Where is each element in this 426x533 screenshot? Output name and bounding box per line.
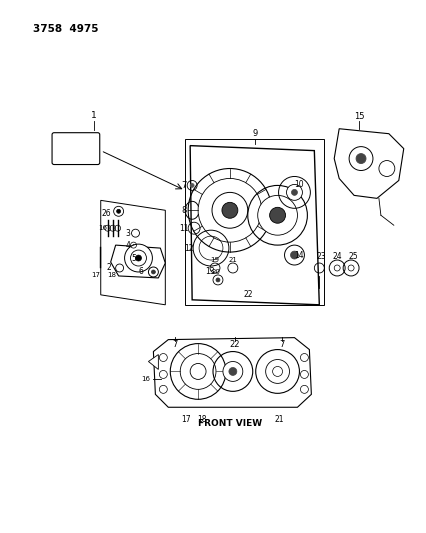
Circle shape: [286, 184, 302, 200]
Circle shape: [291, 189, 297, 196]
Circle shape: [272, 367, 282, 376]
Text: 7: 7: [181, 181, 187, 190]
Text: 4: 4: [126, 240, 131, 249]
Text: 11: 11: [179, 224, 188, 233]
Circle shape: [222, 361, 242, 382]
Circle shape: [212, 192, 247, 228]
Text: 17: 17: [181, 415, 190, 424]
Text: 21: 21: [228, 257, 237, 263]
Text: 12: 12: [184, 244, 193, 253]
Circle shape: [190, 364, 206, 379]
Text: 16: 16: [141, 376, 150, 382]
Circle shape: [66, 139, 86, 158]
Circle shape: [151, 270, 155, 274]
Text: 26: 26: [102, 209, 111, 218]
Circle shape: [269, 207, 285, 223]
Circle shape: [334, 265, 340, 271]
Text: 5: 5: [131, 254, 135, 263]
Text: 16: 16: [98, 225, 107, 231]
Text: 25: 25: [348, 252, 357, 261]
Text: 2: 2: [106, 263, 111, 272]
Text: 14: 14: [294, 251, 304, 260]
Text: 22: 22: [242, 290, 252, 300]
Text: 24: 24: [331, 252, 341, 261]
Text: 15: 15: [353, 112, 363, 122]
Circle shape: [228, 367, 236, 375]
Circle shape: [347, 265, 353, 271]
Polygon shape: [153, 337, 311, 407]
Circle shape: [355, 154, 365, 164]
Text: 18: 18: [197, 415, 206, 424]
Text: FRONT VIEW: FRONT VIEW: [197, 419, 261, 427]
FancyBboxPatch shape: [52, 133, 100, 165]
Circle shape: [216, 278, 219, 282]
Text: 9: 9: [251, 129, 257, 138]
Text: 19: 19: [210, 257, 219, 263]
Text: 7: 7: [278, 340, 284, 349]
Text: 3: 3: [125, 229, 130, 238]
Text: 13: 13: [205, 268, 214, 277]
Text: 22: 22: [229, 340, 239, 349]
Circle shape: [257, 196, 297, 235]
Polygon shape: [148, 354, 158, 369]
Circle shape: [124, 244, 152, 272]
Text: 18: 18: [107, 272, 116, 278]
Circle shape: [71, 144, 81, 154]
Circle shape: [190, 183, 194, 188]
Polygon shape: [190, 146, 319, 305]
Text: 1: 1: [91, 111, 96, 120]
Polygon shape: [110, 245, 165, 278]
Polygon shape: [334, 129, 403, 198]
Circle shape: [130, 250, 146, 266]
Circle shape: [290, 251, 298, 259]
Text: 23: 23: [316, 252, 325, 261]
Circle shape: [135, 255, 141, 261]
Text: 17: 17: [91, 272, 100, 278]
Circle shape: [74, 147, 78, 151]
Text: 7: 7: [172, 340, 178, 349]
Text: 6: 6: [138, 268, 143, 277]
Circle shape: [116, 209, 120, 213]
Text: 3758  4975: 3758 4975: [33, 24, 98, 34]
Text: 8: 8: [181, 206, 187, 215]
Circle shape: [222, 203, 237, 218]
Text: 21: 21: [274, 415, 284, 424]
Text: 10: 10: [294, 180, 304, 189]
Text: 20: 20: [211, 269, 220, 275]
